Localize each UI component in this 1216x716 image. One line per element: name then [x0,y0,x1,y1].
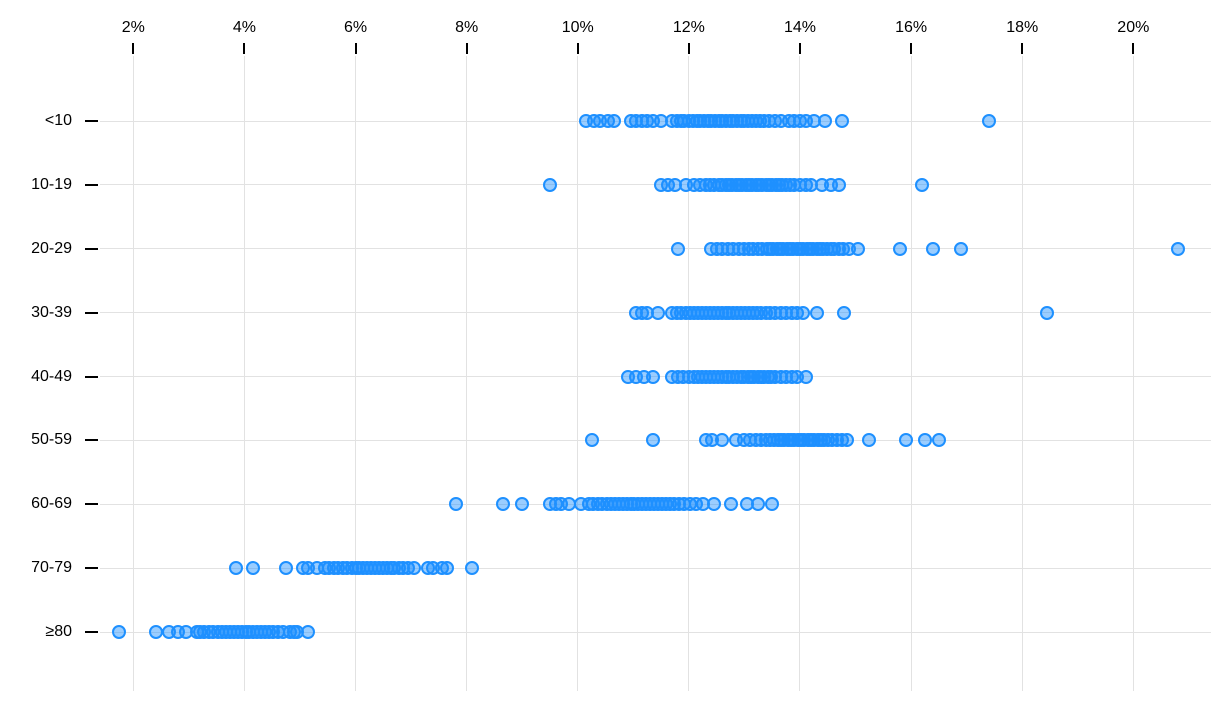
y-tick [85,311,98,314]
data-point [245,561,260,576]
y-axis-label: 10-19 [31,175,72,193]
x-tick [132,43,135,54]
data-point [645,433,660,448]
data-point [831,177,846,192]
data-point [834,114,849,128]
data-point [706,497,721,512]
data-point [301,625,316,639]
x-tick [354,43,357,54]
x-tick [910,43,913,54]
data-point [817,114,832,128]
data-point [584,433,599,448]
data-point [798,369,813,384]
y-tick [85,631,98,633]
data-point [645,369,660,384]
x-grid-line [132,56,134,691]
x-grid-line [355,56,357,691]
data-point [279,561,294,576]
y-axis-label: <10 [44,112,72,129]
y-axis-label: 60-69 [31,495,72,513]
data-point [465,561,480,576]
data-point [448,497,463,512]
data-point [898,433,913,448]
data-point [715,433,730,448]
data-point [670,241,685,256]
x-grid-line [243,56,245,691]
data-point [981,114,996,128]
data-point [112,625,127,639]
data-point [606,114,621,128]
y-axis-label: 20-29 [31,239,72,257]
data-point [931,433,946,448]
y-tick [85,375,98,378]
x-tick-label: 16% [895,19,928,36]
data-point [406,561,421,576]
x-tick [465,43,468,54]
data-point [515,497,530,512]
data-point [229,561,244,576]
x-tick-label: 6% [343,19,368,36]
x-tick [687,43,690,54]
x-tick [1132,43,1135,54]
y-grid-line [100,248,1211,250]
y-axis-label: 70-79 [31,559,72,577]
x-tick [798,43,801,54]
x-grid-line [1132,56,1134,691]
x-tick-label: 2% [121,19,145,36]
x-tick [576,43,579,54]
y-tick [85,503,98,506]
data-point [1040,305,1055,320]
y-grid-line [100,631,1211,633]
y-axis-label: 30-39 [31,303,72,321]
data-point [926,241,941,256]
data-point [765,497,780,512]
data-point [542,177,557,192]
data-point [148,625,163,639]
y-tick [85,183,98,186]
y-tick [85,247,98,250]
data-point [1170,241,1185,256]
x-grid-line [1021,56,1023,691]
x-grid-line [466,56,468,691]
x-tick [243,43,246,54]
data-point [440,561,455,576]
x-tick-label: 20% [1117,19,1150,36]
x-tick-label: 18% [1006,19,1039,36]
y-axis-label: 50-59 [31,431,72,449]
y-tick [85,120,98,122]
data-point [495,497,510,512]
x-tick-label: 12% [672,19,705,36]
data-point [837,305,852,320]
x-tick [1021,43,1024,54]
y-axis-label: ≥80 [45,623,72,640]
data-point [809,305,824,320]
x-tick-label: 4% [232,19,256,36]
x-grid-line [577,56,579,691]
x-grid-line [910,56,912,691]
data-point [915,177,930,192]
data-point [851,241,866,256]
x-tick-label: 10% [561,19,594,36]
y-tick [85,567,98,570]
y-tick [85,439,98,442]
data-point [954,241,969,256]
data-point [840,433,855,448]
y-grid-line [100,567,1211,569]
x-tick-label: 14% [783,19,816,36]
data-point [892,241,907,256]
y-axis-label: 40-49 [31,367,72,385]
data-point [751,497,766,512]
data-point [723,497,738,512]
x-tick-label: 8% [455,19,479,36]
data-point [795,305,810,320]
data-point [651,305,666,320]
data-point [917,433,932,448]
data-point [862,433,877,448]
